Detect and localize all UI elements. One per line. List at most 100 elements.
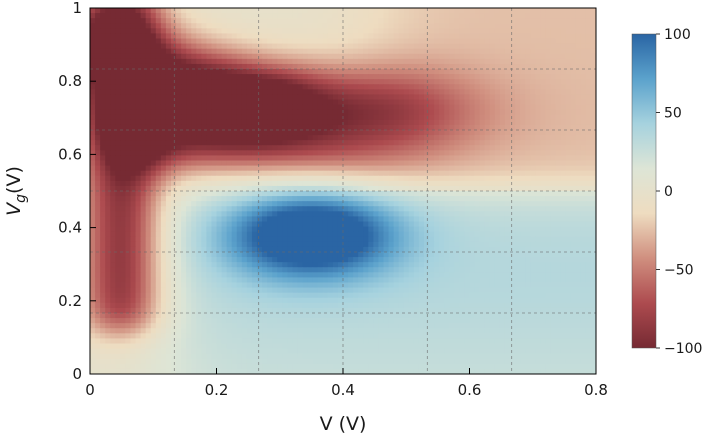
heatmap-cell [216,145,223,151]
heatmap-cell [160,13,167,19]
heatmap-cell [449,175,455,182]
heatmap-cell [499,119,506,126]
heatmap-cell [226,69,233,75]
heatmap-cell [545,84,552,90]
heatmap-cell [170,69,177,75]
heatmap-cell [515,74,521,80]
heatmap-cell [494,18,501,24]
heatmap-cell [570,175,577,182]
heatmap-cell [140,252,147,258]
heatmap-cell [327,84,334,90]
heatmap-cell [267,165,273,172]
heatmap-cell [525,53,531,60]
heatmap-cell [120,114,127,121]
heatmap-cell [292,201,299,207]
heatmap-cell [418,155,425,162]
heatmap-cell [454,175,460,182]
heatmap-cell [302,145,309,151]
heatmap-cell [413,216,420,223]
heatmap-cell [520,18,526,24]
heatmap-cell [140,211,147,218]
heatmap-cell [555,135,562,141]
heatmap-cell [398,130,405,136]
heatmap-cell [90,221,96,228]
heatmap-cell [282,165,288,172]
heatmap-cell [317,180,324,187]
heatmap-cell [540,257,546,263]
heatmap-cell [272,18,278,24]
heatmap-cell [383,43,390,50]
heatmap-cell [434,104,440,111]
heatmap-cell [176,79,182,85]
heatmap-cell [150,185,157,192]
heatmap-cell [373,211,380,218]
heatmap-cell [560,191,567,197]
heatmap-cell [231,216,238,223]
heatmap-cell [150,196,157,202]
heatmap-cell [211,257,218,263]
heatmap-cell [241,38,248,45]
heatmap-cell [423,28,430,35]
heatmap-cell [125,104,132,111]
heatmap-cell [317,155,324,162]
heatmap-cell [236,175,243,182]
heatmap-cell [145,13,152,19]
heatmap-cell [408,53,415,60]
heatmap-cell [454,257,460,263]
heatmap-cell [580,246,587,253]
heatmap-cell [504,53,511,60]
heatmap-cell [140,58,147,65]
heatmap-cell [540,231,546,238]
heatmap-cell [560,58,567,65]
heatmap-cell [590,109,596,116]
heatmap-cell [393,79,400,85]
heatmap-cell [348,94,354,101]
heatmap-cell [378,58,385,65]
heatmap-cell [494,246,501,253]
heatmap-cell [540,124,546,131]
heatmap-cell [277,252,283,258]
heatmap-cell [509,8,516,14]
heatmap-cell [95,140,101,146]
heatmap-cell [504,165,511,172]
heatmap-cell [575,201,582,207]
heatmap-cell [444,58,450,65]
heatmap-cell [535,196,541,202]
heatmap-cell [176,69,182,75]
heatmap-cell [575,150,582,157]
heatmap-cell [484,135,491,141]
heatmap-cell [95,63,101,70]
heatmap-cell [378,74,385,80]
heatmap-cell [580,53,587,60]
heatmap-cell [155,124,162,131]
heatmap-cell [378,241,385,248]
heatmap-cell [484,43,491,50]
heatmap-cell [348,84,354,90]
heatmap-cell [489,8,496,14]
heatmap-cell [545,48,552,55]
heatmap-cell [418,241,425,248]
heatmap-cell [454,145,460,151]
heatmap-cell [535,241,541,248]
heatmap-cell [211,206,218,212]
heatmap-cell [418,79,425,85]
heatmap-cell [267,135,273,141]
heatmap-cell [423,180,430,187]
heatmap-cell [241,150,248,157]
heatmap-cell [160,160,167,167]
heatmap-cell [155,104,162,111]
heatmap-cell [499,23,506,29]
heatmap-cell [135,221,142,228]
heatmap-cell [429,53,435,60]
heatmap-cell [358,13,364,19]
heatmap-cell [322,216,329,223]
heatmap-cell [515,165,521,172]
heatmap-cell [515,180,521,187]
heatmap-cell [550,170,557,177]
heatmap-cell [469,252,476,258]
heatmap-cell [423,13,430,19]
heatmap-cell [535,23,541,29]
heatmap-cell [484,28,491,35]
heatmap-cell [307,58,314,65]
heatmap-cell [135,74,142,80]
